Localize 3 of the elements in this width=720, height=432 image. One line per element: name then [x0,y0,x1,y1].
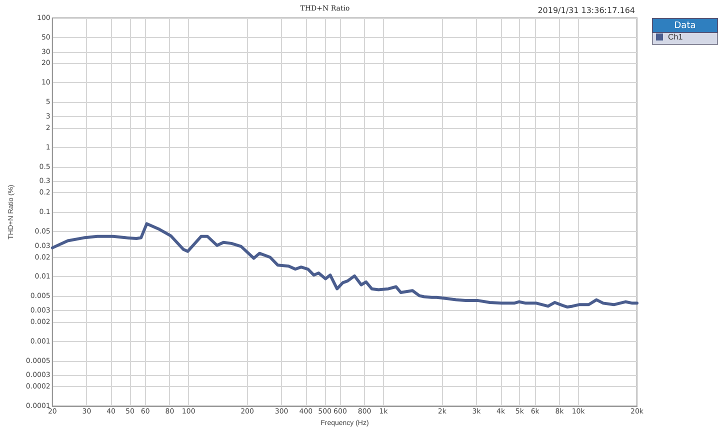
legend-label: Ch1 [668,32,684,42]
legend-title: Data [652,18,718,33]
text: 2019/1/31 13:36:17.164 [538,6,635,15]
